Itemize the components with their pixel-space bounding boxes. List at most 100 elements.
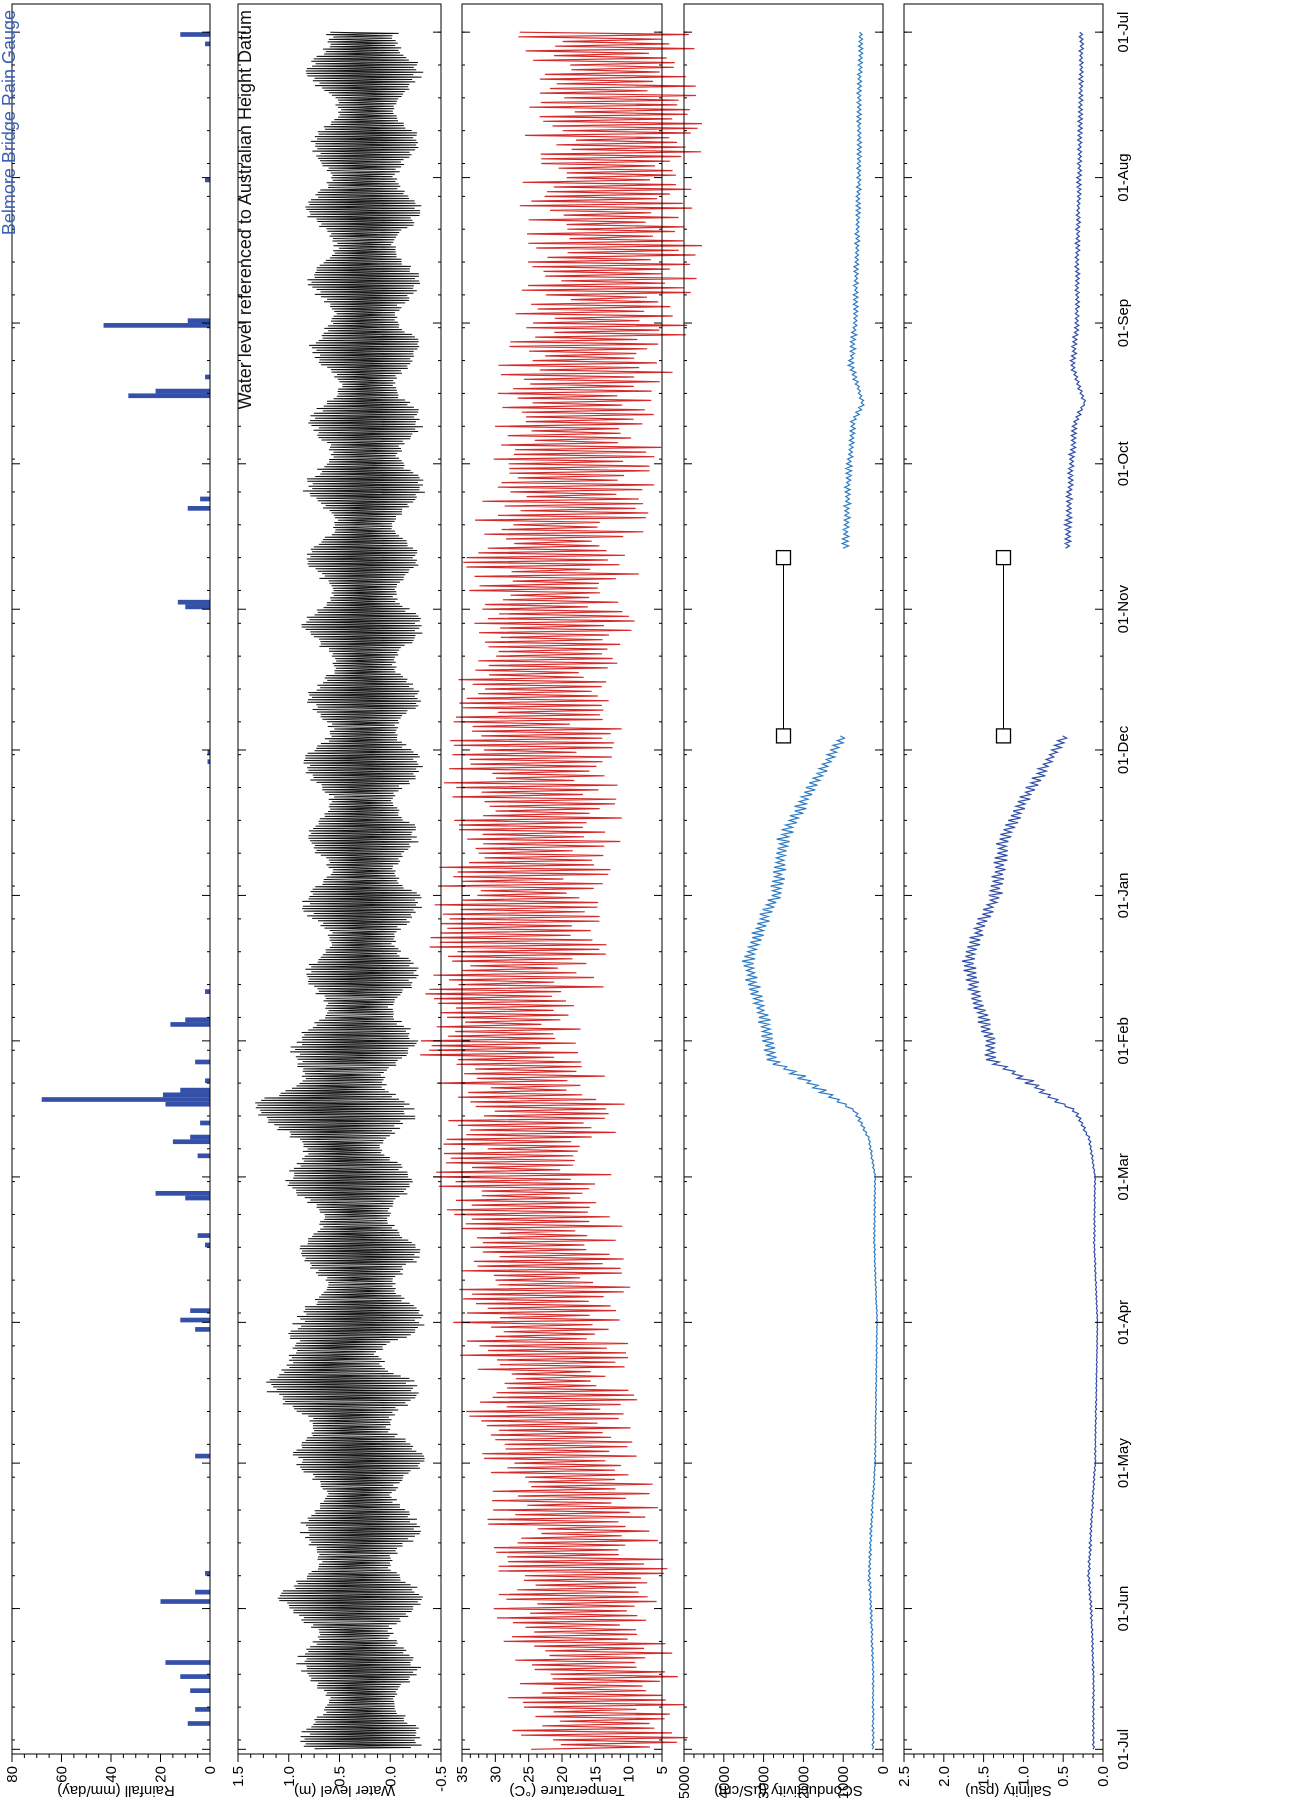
value-tick-label-water_level: 0.5 bbox=[332, 1766, 349, 1787]
rain-bar bbox=[205, 1571, 210, 1576]
rain-bar bbox=[190, 1308, 210, 1313]
value-tick-label-conductivity: 2000 bbox=[795, 1766, 812, 1798]
rain-bar bbox=[41, 1097, 211, 1102]
rain-bar bbox=[185, 1195, 210, 1201]
value-tick-label-water_level: -0.5 bbox=[433, 1766, 450, 1792]
panel-label-salinity: Salinity (psu) bbox=[965, 1782, 1052, 1798]
chart-text: 0 20 40 60 80 Rainfall (mm/day) Belmore Bridge… bbox=[0, 10, 1132, 1798]
salinity-line bbox=[1062, 31, 1087, 549]
rain-bar bbox=[172, 1139, 210, 1145]
rain-bar bbox=[205, 374, 210, 380]
value-tick-label-temperature: 5 bbox=[654, 1766, 671, 1774]
rain-bar bbox=[200, 496, 210, 502]
value-tick-label-temperature: 30 bbox=[487, 1766, 504, 1783]
value-tick-label-salinity: 2.5 bbox=[896, 1766, 913, 1787]
rain-bar bbox=[180, 1317, 210, 1323]
value-tick-label-rainfall: 40 bbox=[103, 1766, 120, 1783]
salinity-line bbox=[961, 735, 1099, 1750]
rain-bar bbox=[205, 1242, 210, 1248]
rain-bar bbox=[187, 1721, 210, 1726]
value-tick-label-salinity: 2.0 bbox=[936, 1766, 953, 1787]
rain-bar bbox=[200, 1120, 210, 1126]
rain-bar bbox=[165, 1660, 210, 1665]
time-tick-label: 01-Jan bbox=[1115, 872, 1132, 918]
gap-marker-square bbox=[775, 549, 792, 566]
value-tick-label-conductivity: 1000 bbox=[835, 1766, 852, 1798]
rain-bar bbox=[177, 599, 210, 605]
water-level-line bbox=[255, 31, 425, 1750]
value-tick-label-temperature: 15 bbox=[587, 1766, 604, 1783]
rain-bar bbox=[195, 1589, 210, 1595]
time-tick-label: 01-Jul bbox=[1115, 12, 1132, 53]
value-tick-label-conductivity: 0 bbox=[875, 1766, 892, 1774]
conductivity-line bbox=[741, 735, 879, 1750]
panel-label-water_level: Water level (m) bbox=[294, 1782, 395, 1798]
value-tick-label-rainfall: 60 bbox=[54, 1766, 71, 1783]
time-tick-label: 01-Feb bbox=[1115, 1017, 1132, 1065]
panel-annotation-water_level: Water level referenced to Australian Hei… bbox=[235, 10, 255, 410]
value-tick-label-conductivity: 4000 bbox=[716, 1766, 733, 1798]
rain-bar bbox=[170, 1022, 210, 1027]
rain-bar bbox=[190, 1688, 210, 1694]
time-tick-label: 01-Nov bbox=[1115, 585, 1132, 634]
chart-series bbox=[41, 31, 1099, 1750]
value-tick-label-rainfall: 0 bbox=[202, 1766, 219, 1774]
rain-bar bbox=[205, 177, 210, 183]
rain-bar bbox=[180, 32, 210, 37]
value-tick-label-conductivity: 5000 bbox=[676, 1766, 693, 1798]
rain-bar bbox=[160, 1599, 210, 1604]
time-tick-label: 01-Dec bbox=[1115, 725, 1132, 774]
value-tick-label-salinity: 1.5 bbox=[976, 1766, 993, 1787]
rain-bar bbox=[165, 1101, 210, 1107]
rain-bar bbox=[190, 1134, 210, 1140]
rain-bar bbox=[187, 506, 210, 511]
rain-bar bbox=[185, 604, 210, 610]
value-tick-label-water_level: 1.5 bbox=[230, 1766, 247, 1787]
gap-marker-square bbox=[995, 549, 1012, 566]
conductivity-line bbox=[840, 31, 865, 549]
value-tick-label-salinity: 0.0 bbox=[1095, 1766, 1112, 1787]
panel-label-temperature: Temperature (°C) bbox=[509, 1782, 624, 1798]
panel-label-rainfall: Rainfall (mm/day) bbox=[57, 1782, 175, 1798]
value-tick-label-temperature: 35 bbox=[454, 1766, 471, 1783]
rain-bar bbox=[205, 41, 210, 47]
time-tick-label: 01-May bbox=[1115, 1438, 1132, 1489]
gap-marker-square bbox=[995, 728, 1012, 744]
rain-bar bbox=[180, 1674, 210, 1679]
rain-bar bbox=[205, 1078, 210, 1084]
rain-bar bbox=[195, 1453, 210, 1459]
panel-frame-rainfall bbox=[11, 3, 211, 1755]
temperature-line bbox=[420, 31, 703, 1750]
value-tick-label-temperature: 10 bbox=[621, 1766, 638, 1783]
rain-bar bbox=[103, 323, 210, 328]
rain-bar bbox=[187, 318, 210, 324]
value-tick-label-temperature: 20 bbox=[554, 1766, 571, 1783]
rain-bar bbox=[128, 393, 210, 399]
value-tick-label-temperature: 25 bbox=[521, 1766, 538, 1783]
value-tick-label-rainfall: 20 bbox=[153, 1766, 170, 1783]
rain-bar bbox=[195, 1327, 210, 1332]
time-tick-label: 01-Apr bbox=[1115, 1300, 1132, 1345]
time-tick-label: 01-Mar bbox=[1115, 1153, 1132, 1201]
rain-bar bbox=[155, 1190, 210, 1196]
time-tick-label: 01-Sep bbox=[1115, 299, 1132, 347]
chart-axes bbox=[11, 3, 1104, 1762]
time-tick-label: 01-Jun bbox=[1115, 1586, 1132, 1632]
rain-bar bbox=[162, 1092, 210, 1098]
time-tick-label: 01-Jul bbox=[1115, 1729, 1132, 1770]
time-tick-label: 01-Oct bbox=[1115, 440, 1132, 486]
rain-bar bbox=[180, 1087, 210, 1093]
rain-bar bbox=[195, 1707, 210, 1712]
rain-bar bbox=[155, 388, 210, 394]
rain-bar bbox=[195, 1059, 210, 1065]
rain-bar bbox=[207, 749, 210, 755]
value-tick-label-conductivity: 3000 bbox=[756, 1766, 773, 1798]
panel-label-conductivity: SConductivity (µS/cm) bbox=[714, 1782, 863, 1798]
gap-marker-square bbox=[775, 728, 792, 744]
value-tick-label-water_level: 1.0 bbox=[281, 1766, 298, 1787]
value-tick-label-water_level: 0.0 bbox=[382, 1766, 399, 1787]
rain-bar bbox=[185, 1017, 210, 1023]
panel-annotation-rainfall: Belmore Bridge Rain Gauge bbox=[0, 10, 19, 235]
